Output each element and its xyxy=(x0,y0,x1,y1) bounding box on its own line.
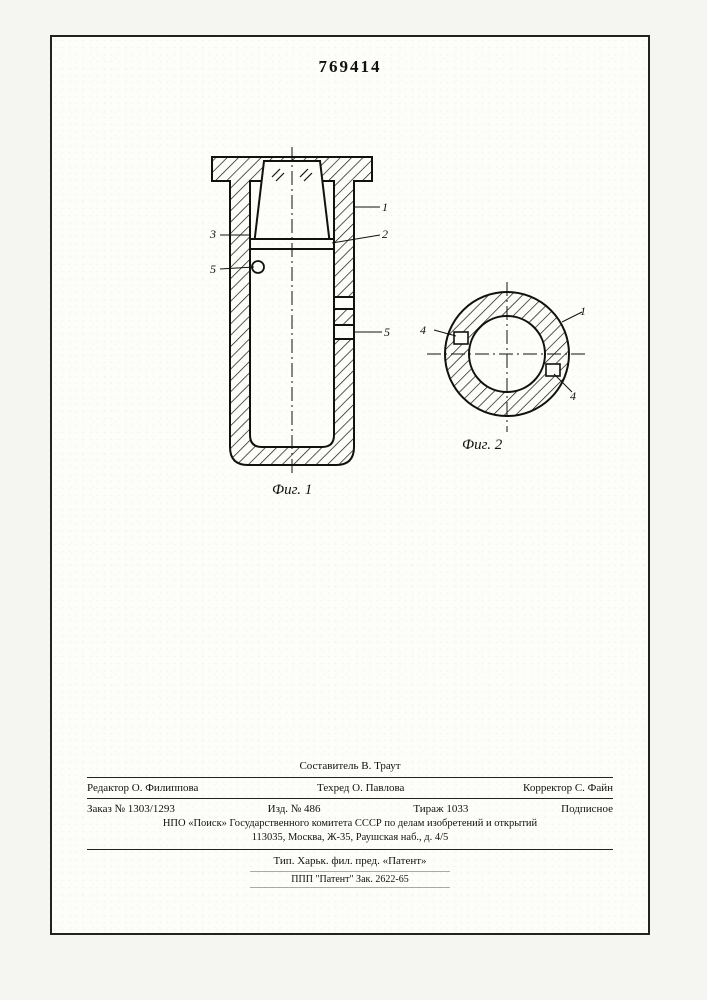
fig1-ref-1: 1 xyxy=(382,200,388,215)
fig2-ref-4a: 4 xyxy=(420,323,426,338)
patent-page: 769414 xyxy=(50,35,650,935)
order-number: Заказ № 1303/1293 xyxy=(87,802,175,817)
edition-number: Изд. № 486 xyxy=(268,802,321,817)
figures-area: 1 2 3 5 5 Фиг. 1 1 4 xyxy=(52,147,648,547)
publisher-address: 113035, Москва, Ж-35, Раушская наб., д. … xyxy=(87,831,613,845)
fig1-ref-5-right: 5 xyxy=(384,325,390,340)
tech-editor: Техред О. Павлова xyxy=(317,781,404,796)
circulation: Тираж 1033 xyxy=(413,802,468,817)
compiler: Составитель В. Траут xyxy=(87,759,613,774)
printer: Тип. Харьк. фил. пред. «Патент» xyxy=(87,854,613,869)
fig1-ref-3: 3 xyxy=(210,227,216,242)
ppp-line: ППП "Патент" Зак. 2622-65 xyxy=(250,871,450,889)
fig1-caption: Фиг. 1 xyxy=(272,482,312,499)
patent-number: 769414 xyxy=(52,57,648,77)
publisher-line: НПО «Поиск» Государственного комитета СС… xyxy=(87,817,613,831)
figure-1 xyxy=(192,147,392,477)
fig2-caption: Фиг. 2 xyxy=(462,437,502,454)
colophon: Составитель В. Траут Редактор О. Филиппо… xyxy=(87,759,613,888)
fig2-ref-1: 1 xyxy=(580,304,586,319)
corrector: Корректор С. Файн xyxy=(523,781,613,796)
subscription: Подписное xyxy=(561,802,613,817)
figure-2 xyxy=(422,282,592,432)
fig1-ref-2: 2 xyxy=(382,227,388,242)
fig1-ref-5-left: 5 xyxy=(210,262,216,277)
fig2-ref-4b: 4 xyxy=(570,389,576,404)
editor: Редактор О. Филиппова xyxy=(87,781,198,796)
